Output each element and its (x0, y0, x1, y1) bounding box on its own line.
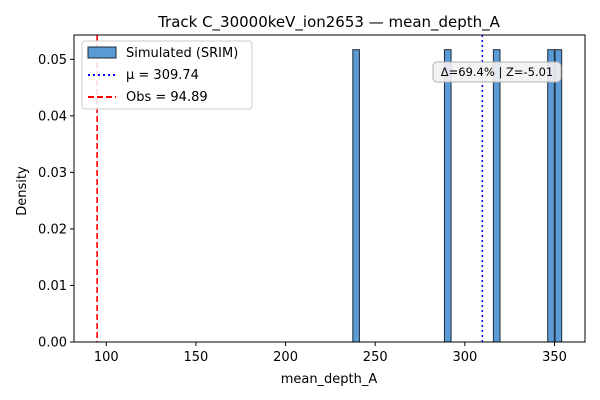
y-tick-label-0.05: 0.05 (38, 53, 67, 68)
plot-area (96, 35, 563, 343)
x-axis-label: mean_depth_A (281, 372, 378, 387)
axes: 100 150 200 250 300 350 0.00 0.01 0.02 0.03 0.04 0.… (38, 34, 586, 365)
stats-annotation: Δ=69.4% | Z=-5.01 (432, 61, 562, 83)
y-axis-label: Density (15, 166, 30, 216)
legend: Simulated (SRIM) μ = 309.74 Obs = 94.89 (81, 40, 253, 110)
legend-label-obs: Obs = 94.89 (126, 90, 208, 105)
legend-label-mean: μ = 309.74 (126, 68, 199, 83)
legend-swatch-simulated (87, 46, 117, 59)
histogram-bar-2 (443, 49, 452, 343)
x-tick-label-350: 350 (542, 350, 567, 365)
plot-frame (73, 34, 586, 343)
x-tick-label-250: 250 (363, 350, 388, 365)
chart-title: Track C_30000keV_ion2653 — mean_depth_A (157, 13, 501, 32)
y-tick-label-0.03: 0.03 (38, 166, 67, 181)
histogram-bar-4 (547, 49, 555, 343)
x-tick-label-150: 150 (184, 350, 209, 365)
y-tick-label-0.00: 0.00 (38, 336, 67, 351)
x-tick-label-100: 100 (94, 350, 119, 365)
y-tick-label-0.01: 0.01 (38, 279, 67, 294)
y-tick-label-0.02: 0.02 (38, 222, 67, 237)
histogram-bar-1 (352, 49, 360, 343)
legend-label-simulated: Simulated (SRIM) (126, 46, 238, 61)
stats-annotation-box (432, 61, 562, 83)
histogram-bar-3 (492, 49, 501, 343)
histogram-bar-5 (554, 49, 563, 343)
legend-frame (81, 40, 253, 110)
x-tick-label-200: 200 (273, 350, 298, 365)
x-tick-label-300: 300 (452, 350, 477, 365)
stats-annotation-text: Δ=69.4% | Z=-5.01 (441, 65, 554, 79)
y-tick-label-0.04: 0.04 (38, 109, 67, 124)
